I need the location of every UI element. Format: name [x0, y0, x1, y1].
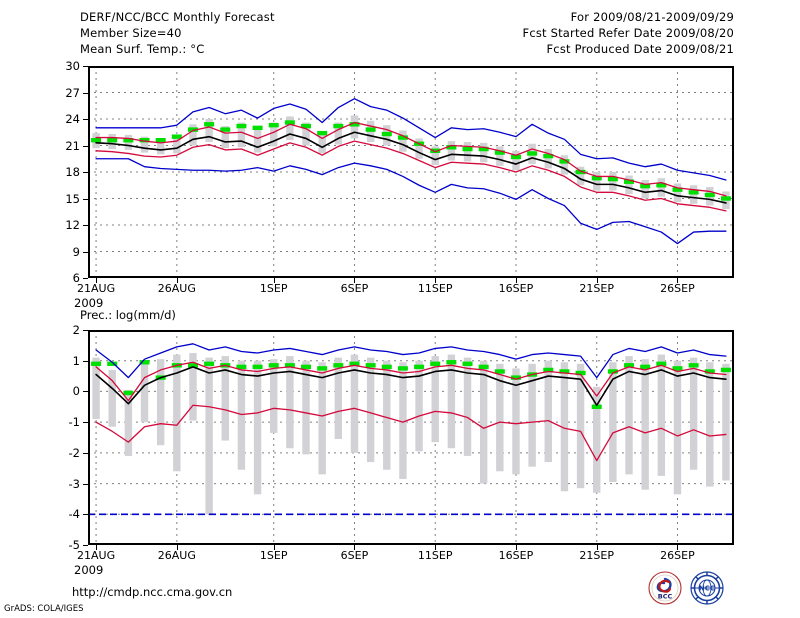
x-tick-mark — [435, 545, 437, 550]
y-tick-label: 9 — [72, 244, 80, 259]
y-tick-label: 6 — [72, 271, 80, 285]
y-tick-mark — [83, 92, 88, 94]
y-tick-mark — [83, 422, 88, 424]
grads-credit: GrADS: COLA/IGES — [4, 604, 84, 614]
y-tick-label: 18 — [65, 165, 80, 179]
x-tick-label: 21SEP — [579, 549, 615, 562]
y-tick-label: -2 — [68, 445, 80, 460]
y-tick-mark — [83, 119, 88, 120]
y-tick-mark — [83, 330, 88, 331]
y-tick-mark — [83, 145, 88, 147]
x-tick-mark — [435, 278, 437, 283]
x-tick-label: 11SEP — [417, 282, 453, 295]
x-tick-mark — [96, 545, 98, 550]
y-tick-label: 21 — [65, 138, 80, 153]
y-tick-mark — [83, 66, 88, 67]
y-tick-label: 0 — [72, 384, 80, 399]
temperature-chart — [88, 66, 734, 278]
bcc-logo: BCC — [648, 571, 682, 605]
y-tick-mark — [83, 545, 88, 546]
x-tick-label: 16SEP — [498, 549, 534, 562]
temperature-plot-frame — [88, 66, 734, 278]
x-tick-mark — [176, 545, 178, 550]
member-size-label: Member Size=40 — [80, 26, 182, 40]
forecast-title: DERF/NCC/BCC Monthly Forecast — [80, 10, 275, 24]
x-tick-mark — [176, 278, 178, 283]
y-tick-mark — [83, 251, 88, 253]
y-tick-label: -4 — [68, 507, 80, 522]
y-tick-label: -3 — [68, 476, 80, 491]
x-tick-label: 11SEP — [417, 549, 453, 562]
y-tick-mark — [83, 278, 88, 279]
x-tick-label: 1SEP — [259, 549, 288, 562]
source-url[interactable]: http://cmdp.ncc.cma.gov.cn — [72, 585, 233, 599]
x-tick-mark — [96, 278, 98, 283]
forecast-produced-label: Fcst Produced Date 2009/08/21 — [546, 42, 734, 56]
x-tick-mark — [354, 278, 356, 283]
x-tick-mark — [354, 545, 356, 550]
x-tick-label: 21AUG — [77, 282, 116, 295]
y-tick-mark — [83, 360, 88, 362]
precipitation-panel-title: Prec.: log(mm/d) — [80, 308, 176, 322]
precipitation-plot-frame — [88, 330, 734, 545]
x-tick-mark — [515, 278, 517, 283]
x-tick-mark — [677, 545, 679, 550]
x-tick-mark — [677, 278, 679, 283]
x-tick-mark — [273, 278, 275, 283]
forecast-range-label: For 2009/08/21-2009/09/29 — [570, 10, 734, 24]
temperature-plot-area — [88, 66, 734, 278]
y-tick-label: 24 — [65, 112, 80, 126]
x-tick-label: 21AUG — [77, 549, 116, 562]
x-tick-mark — [596, 278, 598, 283]
y-tick-label: -1 — [68, 415, 80, 430]
y-tick-mark — [83, 391, 88, 393]
y-tick-mark — [83, 198, 88, 200]
precipitation-plot-area — [88, 330, 734, 545]
y-tick-mark — [83, 452, 88, 454]
x-tick-label: 1SEP — [259, 282, 288, 295]
x-tick-label: 6SEP — [340, 282, 369, 295]
x-tick-label: 21SEP — [579, 282, 615, 295]
x-tick-label: 26SEP — [660, 549, 695, 562]
precipitation-year-label: 2009 — [74, 563, 104, 577]
x-tick-mark — [515, 545, 517, 550]
temperature-panel-title: Mean Surf. Temp.: °C — [80, 42, 205, 56]
svg-text:NCC: NCC — [699, 585, 715, 593]
agency-logos: BCC NCC — [648, 571, 726, 605]
y-tick-label: 2 — [72, 323, 80, 337]
x-tick-label: 6SEP — [340, 549, 369, 562]
svg-text:BCC: BCC — [658, 593, 673, 601]
y-tick-label: 12 — [65, 218, 80, 232]
y-tick-mark — [83, 514, 88, 516]
temperature-year-label: 2009 — [74, 296, 104, 310]
x-tick-label: 26AUG — [157, 282, 196, 295]
precipitation-chart — [88, 330, 734, 545]
y-tick-label: 1 — [72, 353, 80, 368]
forecast-started-label: Fcst Started Refer Date 2009/08/20 — [522, 26, 734, 40]
x-tick-mark — [273, 545, 275, 550]
y-tick-label: 30 — [65, 59, 80, 73]
x-tick-mark — [596, 545, 598, 550]
y-tick-label: 15 — [65, 191, 80, 206]
y-tick-mark — [83, 483, 88, 485]
y-tick-mark — [83, 172, 88, 173]
y-tick-mark — [83, 225, 88, 226]
x-tick-label: 26SEP — [660, 282, 695, 295]
y-tick-label: 27 — [65, 85, 80, 100]
x-tick-label: 26AUG — [157, 549, 196, 562]
x-tick-label: 16SEP — [498, 282, 534, 295]
ncc-logo: NCC — [690, 571, 724, 605]
y-tick-label: -5 — [68, 538, 80, 552]
